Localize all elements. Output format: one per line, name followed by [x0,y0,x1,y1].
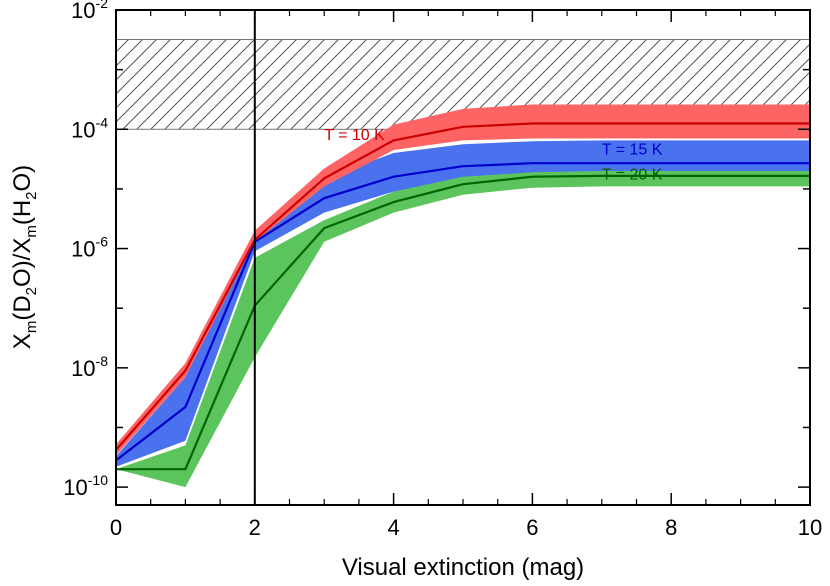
plot-area [116,10,810,505]
band-t-20-k [116,166,810,488]
annotation-label: T = 20 K [602,166,663,183]
y-tick-label: 10-2 [71,0,108,23]
x-tick-label: 10 [798,515,822,540]
annotation-label: T = 10 K [324,127,385,144]
line-t-10-k [116,122,810,451]
x-axis-title: Visual extinction (mag) [342,554,584,581]
x-tick-label: 2 [249,515,261,540]
x-tick-label: 4 [387,515,399,540]
series-lines [116,122,810,471]
uncertainty-bands [116,104,810,488]
series-annotations: T = 10 K T = 15 K T = 20 K [324,127,663,183]
line-t-15-k [116,162,810,462]
annotation-label: T = 15 K [602,141,663,158]
y-tick-label: 10-10 [63,472,108,500]
x-tick-label: 6 [526,515,538,540]
band-t-15-k [116,140,810,467]
x-tick-label: 8 [665,515,677,540]
y-tick-label: 10-6 [71,234,108,262]
y-tick-label: 10-8 [71,353,108,381]
y-tick-label: 10-4 [71,114,108,142]
y-axis-title: Xm(D2O)/Xm(H2O) [9,165,40,349]
plot-frame [115,9,811,506]
x-tick-label: 0 [110,515,122,540]
line-t-20-k [116,174,810,471]
